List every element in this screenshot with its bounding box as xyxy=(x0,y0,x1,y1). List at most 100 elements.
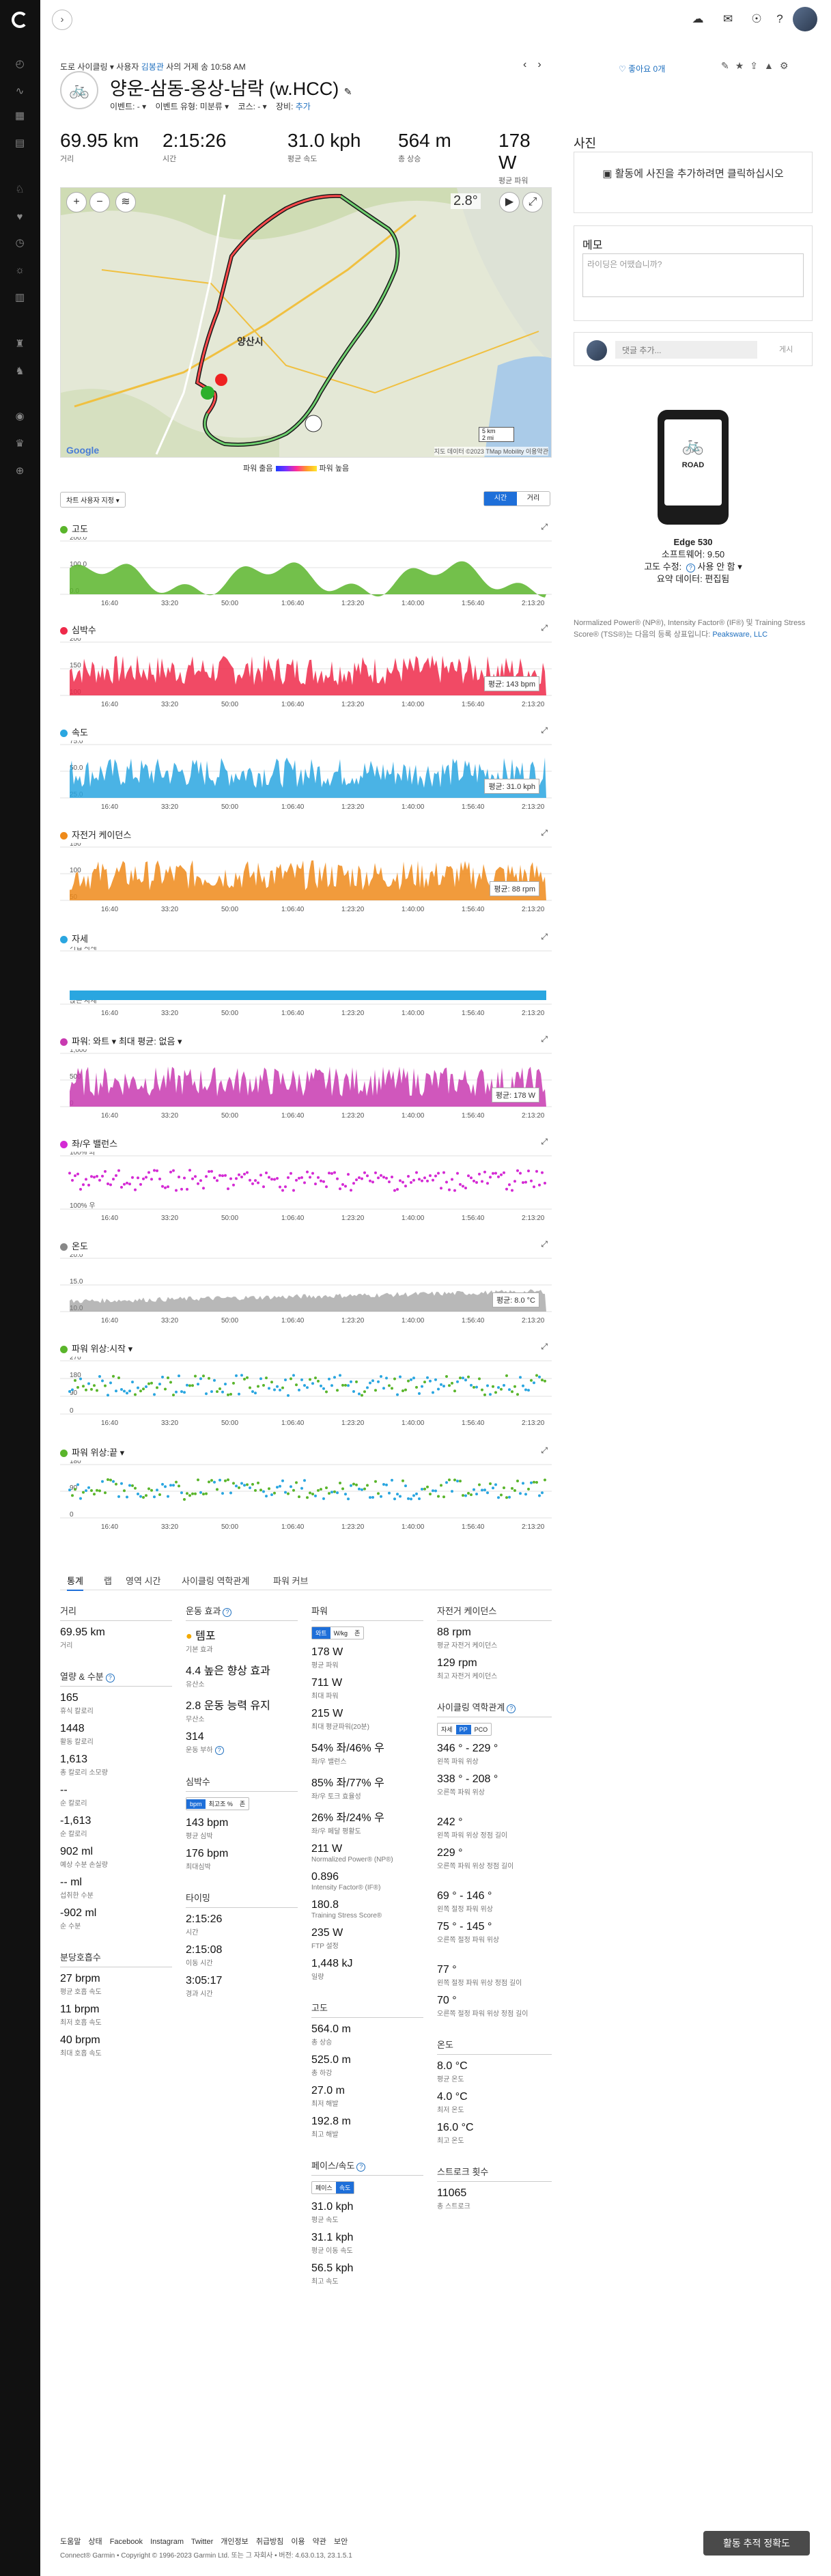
like-button[interactable]: ♡ 좋아요 0개 xyxy=(619,64,666,74)
layers-icon[interactable]: ≋ xyxy=(115,192,136,212)
chart-title[interactable]: 파워: 와트 ▾ 최대 평균: 없음 ▾ xyxy=(60,1034,182,1047)
chart-plot[interactable]: 20.015.010.016:4033:2050:001:06:401:23:2… xyxy=(60,1254,552,1329)
tab-power-curve[interactable]: 파워 커브 xyxy=(273,1576,309,1586)
event-type-select[interactable]: 이벤트 유형: 미분류 xyxy=(155,102,223,111)
reports-icon[interactable]: ▤ xyxy=(14,137,25,149)
help-icon[interactable]: ? xyxy=(776,12,783,25)
insights-icon[interactable]: ☼ xyxy=(15,264,25,276)
connections-icon[interactable]: ♜ xyxy=(15,338,25,350)
chart-title[interactable]: 자세 xyxy=(60,932,88,945)
expand-icon[interactable]: ⤢ xyxy=(541,725,548,735)
x-tick-label: 33:20 xyxy=(161,600,178,607)
gear-icon[interactable]: ◉ xyxy=(15,411,25,422)
stats-icon[interactable]: ▥ xyxy=(14,292,25,303)
expand-icon[interactable]: ⤢ xyxy=(541,522,548,531)
zoom-out-button[interactable]: − xyxy=(89,192,110,212)
garmin-logo[interactable] xyxy=(12,12,28,28)
chart-title[interactable]: 좌/우 밸런스 xyxy=(60,1137,117,1150)
notification-icon[interactable]: ☉ xyxy=(751,12,762,25)
chart-plot[interactable]: 1501005016:4033:2050:001:06:401:23:201:4… xyxy=(60,843,552,918)
chart-title[interactable]: 자전거 케이던스 xyxy=(60,828,131,841)
notes-input[interactable]: 라이딩은 어땠습니까? xyxy=(582,253,804,297)
help-icon[interactable]: ? xyxy=(686,564,695,572)
expand-icon[interactable]: ⤢ xyxy=(541,1342,548,1351)
data-point xyxy=(486,1182,489,1185)
next-arrow-icon[interactable]: › xyxy=(537,59,552,70)
fullscreen-icon[interactable]: ⤢ xyxy=(522,192,543,212)
share-icon[interactable]: ⇪ xyxy=(750,60,765,71)
course-select[interactable]: 코스: - xyxy=(238,102,261,111)
x-tick-label: 50:00 xyxy=(221,1419,238,1427)
play-icon[interactable]: ▶ xyxy=(499,192,520,212)
tab-dynamics[interactable]: 사이클링 역학관계 xyxy=(182,1576,250,1586)
route-map[interactable]: + − ≋ 2.8° ▶ ⤢ 양산시 5 km 2 mi Google 지도 데이… xyxy=(60,187,552,458)
help-icon[interactable]: ? xyxy=(356,2163,366,2172)
groups-icon[interactable]: ♞ xyxy=(15,365,25,377)
stats-col-2: 운동 효과? ● 템포 기본 효과 4.4 높은 향상 효과 유산소 2.8 운동 … xyxy=(186,1604,298,2006)
help-icon[interactable]: ? xyxy=(214,1746,224,1755)
expand-icon[interactable]: ⤢ xyxy=(541,1239,548,1249)
zoom-in-button[interactable]: + xyxy=(66,192,87,212)
expand-icon[interactable]: ⤢ xyxy=(541,1445,548,1455)
add-gear-link[interactable]: 추가 xyxy=(295,102,311,111)
add-icon[interactable]: ⊕ xyxy=(15,465,25,477)
performance-icon[interactable]: ◷ xyxy=(15,237,25,249)
chart-plot[interactable]: 180 90 0 16:40 33:20 50:00 1:06:40 1:23:20 1:40:… xyxy=(60,1460,552,1536)
trophy-icon[interactable]: ♛ xyxy=(15,438,25,449)
expand-icon[interactable]: ⤢ xyxy=(541,623,548,633)
help-icon[interactable]: ? xyxy=(223,1608,232,1617)
expand-icon[interactable]: ⤢ xyxy=(541,828,548,837)
chart-plot[interactable]: 270 180 90 0 16:40 33:20 50:00 1:06:40 1:23:20 1:… xyxy=(60,1357,552,1432)
peaksware-link[interactable]: Peaksware, LLC xyxy=(712,631,768,639)
chart-title[interactable]: 파워 위상:시작 ▾ xyxy=(60,1342,132,1355)
add-photo-button[interactable]: ▣ 활동에 사진을 추가하려면 클릭하십시오 xyxy=(574,152,813,213)
chart-title[interactable]: 속도 xyxy=(60,725,88,738)
tab-laps[interactable]: 랩 xyxy=(104,1576,112,1586)
expand-icon[interactable]: ⤢ xyxy=(541,1137,548,1146)
expand-nav-button[interactable]: › xyxy=(52,10,72,30)
gear-icon[interactable]: ⚙ xyxy=(779,60,795,71)
health-icon[interactable]: ♥ xyxy=(16,211,23,223)
calendar-icon[interactable]: ▦ xyxy=(14,110,25,122)
inbox-icon[interactable]: ✉ xyxy=(722,12,733,25)
help-icon[interactable]: ? xyxy=(507,1704,516,1713)
chart-plot[interactable]: 100% 좌 100% 우 16:40 33:20 50:00 1:06:40 1:23:2… xyxy=(60,1152,552,1227)
chart-title[interactable]: 심박수 xyxy=(60,623,96,636)
footer-links[interactable]: 도움말 상태 Facebook Instagram Twitter 개인정보 취… xyxy=(60,2538,348,2546)
map-attribution[interactable]: 지도 데이터 ©2023 TMap Mobility 이용약관 xyxy=(434,447,548,456)
lock-icon[interactable]: ▲ xyxy=(764,60,780,71)
post-button[interactable]: 게시 xyxy=(779,346,793,354)
chart-customize-button[interactable]: 차트 사용자 지정 ▾ xyxy=(60,492,126,508)
expand-icon[interactable]: ⤢ xyxy=(541,932,548,941)
chart-plot[interactable]: 1,000500016:4033:2050:001:06:401:23:201:… xyxy=(60,1049,552,1124)
user-link[interactable]: 김봉관 xyxy=(141,62,164,72)
chart-plot[interactable]: 20015010016:4033:2050:001:06:401:23:201:… xyxy=(60,638,552,713)
chevron-down-icon[interactable]: ▾ xyxy=(737,562,742,572)
chart-title[interactable]: 고도 xyxy=(60,522,88,535)
prev-arrow-icon[interactable]: ‹ xyxy=(523,59,538,70)
data-point xyxy=(388,1180,391,1184)
expand-icon[interactable]: ⤢ xyxy=(541,1034,548,1044)
toggle-distance[interactable]: 거리 xyxy=(526,495,540,502)
dashboard-icon[interactable]: ◴ xyxy=(15,58,25,70)
help-icon[interactable]: ? xyxy=(105,1674,115,1682)
user-avatar[interactable] xyxy=(793,7,817,31)
event-select[interactable]: 이벤트: - xyxy=(110,102,140,111)
chart-title[interactable]: 온도 xyxy=(60,1239,88,1252)
page-title[interactable]: 양운-삼동-옹상-남락 (w.HCC) ✎ xyxy=(110,79,352,99)
upload-icon[interactable]: ☁ xyxy=(692,12,704,25)
training-icon[interactable]: ♘ xyxy=(15,184,25,195)
tab-stats[interactable]: 통계 xyxy=(67,1574,83,1591)
activity-icon[interactable]: ∿ xyxy=(15,85,25,97)
comment-input[interactable]: 댓글 추가... xyxy=(615,341,757,359)
tab-zones[interactable]: 영역 시간 xyxy=(126,1576,161,1586)
chart-plot[interactable]: 75.050.025.016:4033:2050:001:06:401:23:2… xyxy=(60,740,552,816)
toggle-time[interactable]: 시간 xyxy=(484,492,517,505)
edit-icon[interactable]: ✎ xyxy=(343,86,352,97)
chart-plot[interactable]: 200.0100.00.016:4033:2050:001:06:401:23:… xyxy=(60,537,552,612)
accuracy-button[interactable]: 활동 추적 정확도 xyxy=(703,2531,810,2556)
star-icon[interactable]: ★ xyxy=(735,60,750,71)
pencil-icon[interactable]: ✎ xyxy=(721,60,735,71)
chart-title[interactable]: 파워 위상:끝 ▾ xyxy=(60,1445,124,1458)
